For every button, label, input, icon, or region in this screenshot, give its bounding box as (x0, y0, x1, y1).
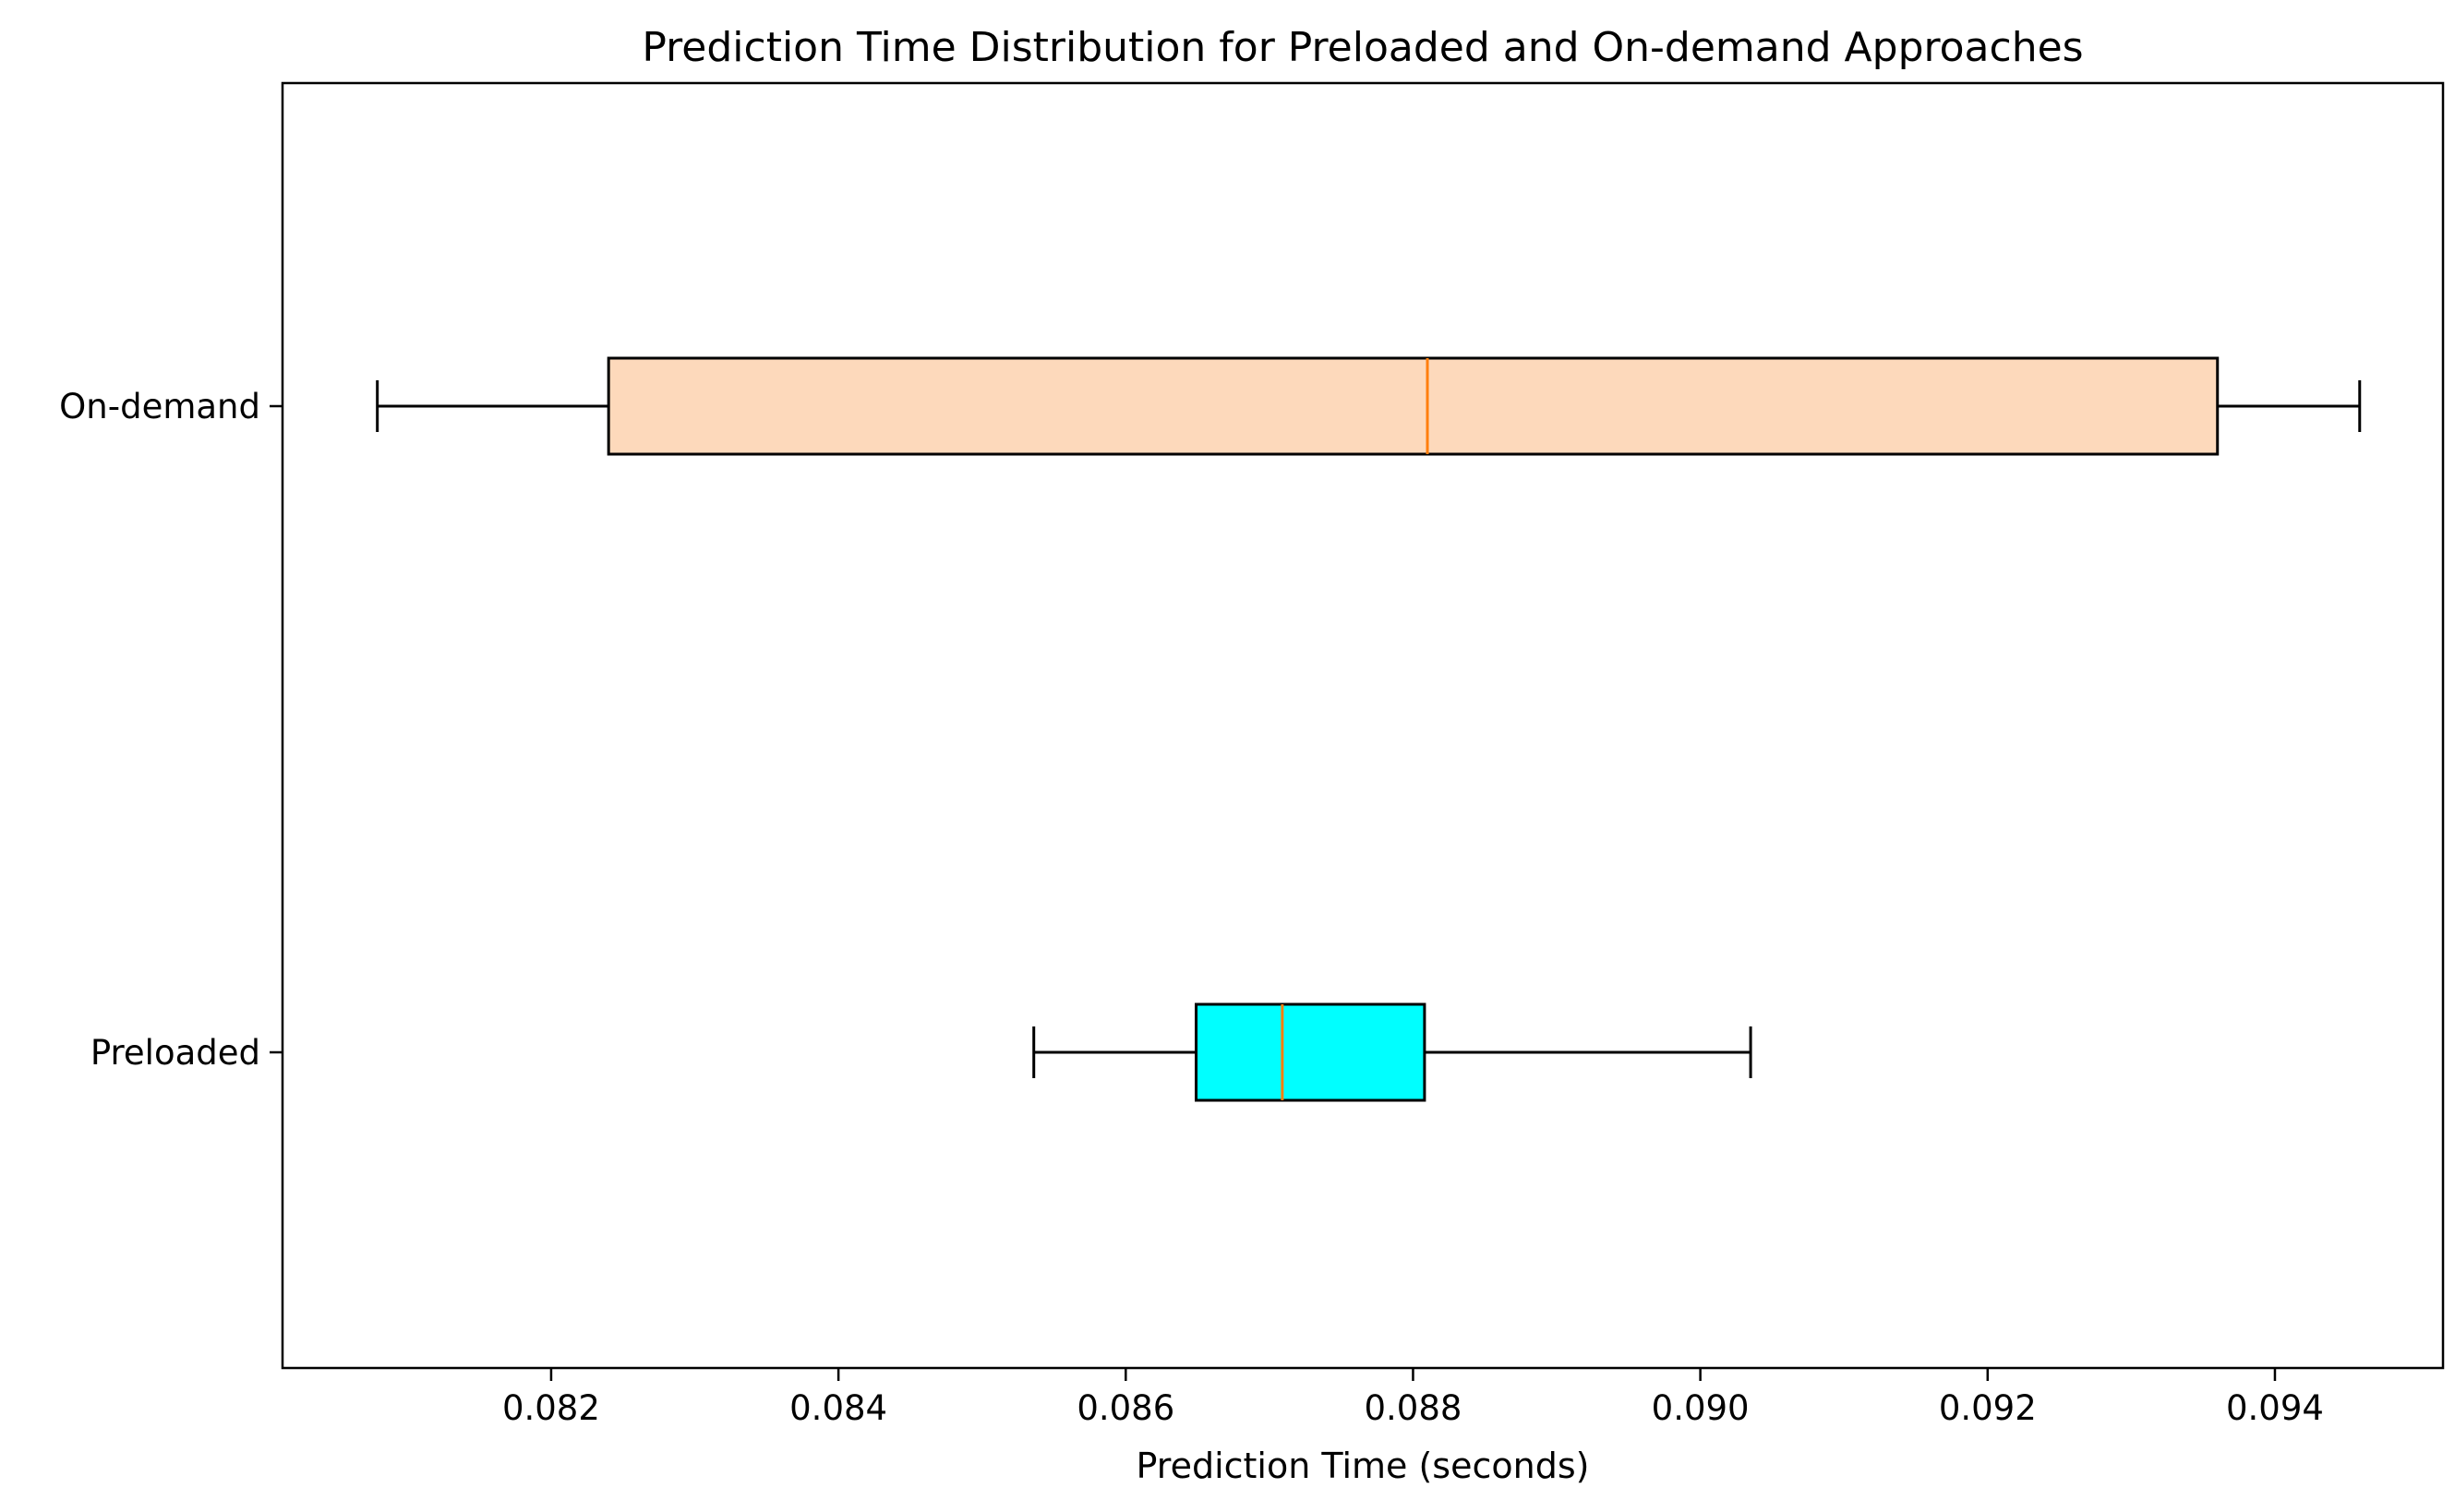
x-tick-label: 0.086 (1077, 1388, 1174, 1428)
plot-area (281, 81, 2445, 1370)
y-tick-label-on-demand: On-demand (59, 387, 260, 426)
y-axis: Preloaded On-demand (59, 387, 283, 1073)
x-tick-label: 0.094 (2226, 1388, 2324, 1428)
x-tick-label: 0.084 (789, 1388, 887, 1428)
x-tick-label: 0.090 (1652, 1388, 1750, 1428)
x-tick-label: 0.082 (502, 1388, 600, 1428)
box-preloaded (1032, 1002, 1752, 1102)
box-on-demand (376, 356, 2362, 456)
x-axis: 0.082 0.084 0.086 0.088 0.090 0.092 0.094 (502, 1368, 2324, 1428)
box-iqr-preloaded (1195, 1002, 1426, 1102)
x-axis-label: Prediction Time (seconds) (1137, 1446, 1590, 1486)
y-tick-label-preloaded: Preloaded (90, 1033, 260, 1073)
x-tick-label: 0.088 (1364, 1388, 1462, 1428)
plot-frame (281, 81, 2445, 1370)
x-tick-label: 0.092 (1939, 1388, 2037, 1428)
chart-title: Prediction Time Distribution for Preload… (642, 24, 2083, 71)
box-iqr-on-demand (607, 356, 2220, 456)
